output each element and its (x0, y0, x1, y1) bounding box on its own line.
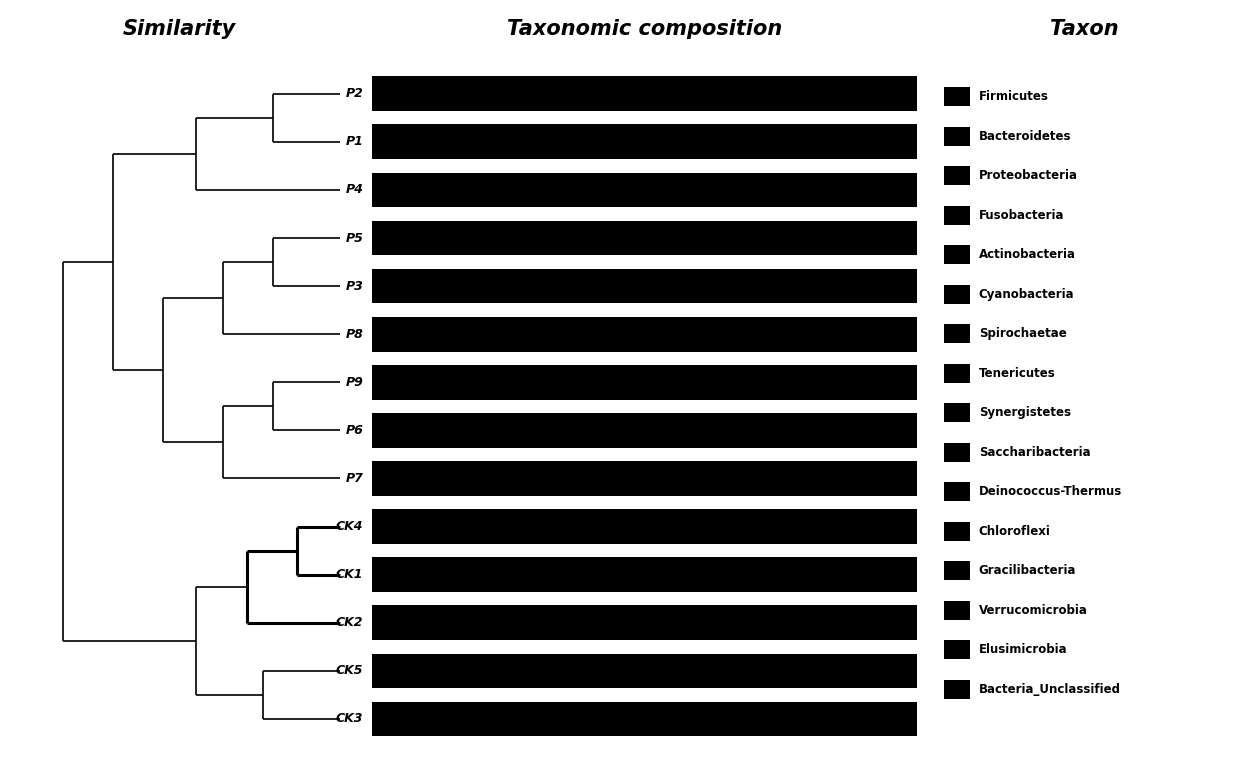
Text: Taxonomic composition: Taxonomic composition (507, 19, 782, 39)
Bar (372, 125, 917, 159)
Text: P1: P1 (346, 135, 363, 149)
Text: Deinococcus-Thermus: Deinococcus-Thermus (979, 485, 1123, 498)
Text: CK4: CK4 (336, 520, 363, 533)
Text: Fusobacteria: Fusobacteria (979, 209, 1064, 221)
Bar (372, 173, 917, 207)
Text: P7: P7 (346, 472, 363, 485)
Bar (372, 557, 917, 592)
Text: Verrucomicrobia: Verrucomicrobia (979, 604, 1088, 617)
Bar (944, 166, 970, 185)
Text: Actinobacteria: Actinobacteria (979, 248, 1075, 261)
Bar (372, 221, 917, 255)
Bar (944, 127, 970, 146)
Text: Elusimicrobia: Elusimicrobia (979, 643, 1067, 656)
Bar (944, 601, 970, 619)
Text: Cyanobacteria: Cyanobacteria (979, 288, 1074, 300)
Text: CK5: CK5 (336, 664, 363, 677)
Text: Taxon: Taxon (1049, 19, 1119, 39)
Bar (944, 561, 970, 580)
Bar (944, 285, 970, 303)
Text: Proteobacteria: Proteobacteria (979, 169, 1078, 182)
Text: CK1: CK1 (336, 568, 363, 581)
Bar (944, 482, 970, 501)
Bar (372, 702, 917, 736)
Bar (944, 245, 970, 264)
Bar (372, 317, 917, 351)
Text: CK2: CK2 (336, 616, 363, 629)
Bar (372, 461, 917, 496)
Text: P9: P9 (346, 376, 363, 389)
Bar (944, 324, 970, 343)
Text: Similarity: Similarity (123, 19, 237, 39)
Text: P6: P6 (346, 424, 363, 437)
Text: Tenericutes: Tenericutes (979, 367, 1056, 379)
Text: Synergistetes: Synergistetes (979, 406, 1070, 420)
Bar (944, 206, 970, 224)
Bar (372, 365, 917, 399)
Bar (372, 605, 917, 640)
Bar (372, 77, 917, 111)
Text: P4: P4 (346, 183, 363, 197)
Text: Bacteria_Unclassified: Bacteria_Unclassified (979, 683, 1121, 696)
Bar (944, 443, 970, 461)
Bar (944, 87, 970, 106)
Text: P8: P8 (346, 327, 363, 341)
Bar (944, 640, 970, 659)
Text: P5: P5 (346, 231, 363, 245)
Bar (372, 413, 917, 447)
Bar (944, 522, 970, 540)
Bar (944, 364, 970, 382)
Text: Bacteroidetes: Bacteroidetes (979, 129, 1072, 142)
Bar (372, 269, 917, 303)
Bar (944, 680, 970, 699)
Text: Saccharibacteria: Saccharibacteria (979, 446, 1090, 459)
Text: Firmicutes: Firmicutes (979, 90, 1048, 103)
Text: CK3: CK3 (336, 713, 363, 725)
Text: P2: P2 (346, 87, 363, 100)
Bar (944, 403, 970, 422)
Text: Chloroflexi: Chloroflexi (979, 525, 1051, 538)
Bar (372, 653, 917, 688)
Text: P3: P3 (346, 279, 363, 293)
Bar (372, 509, 917, 544)
Text: Gracilibacteria: Gracilibacteria (979, 564, 1077, 577)
Text: Spirochaetae: Spirochaetae (979, 327, 1067, 340)
